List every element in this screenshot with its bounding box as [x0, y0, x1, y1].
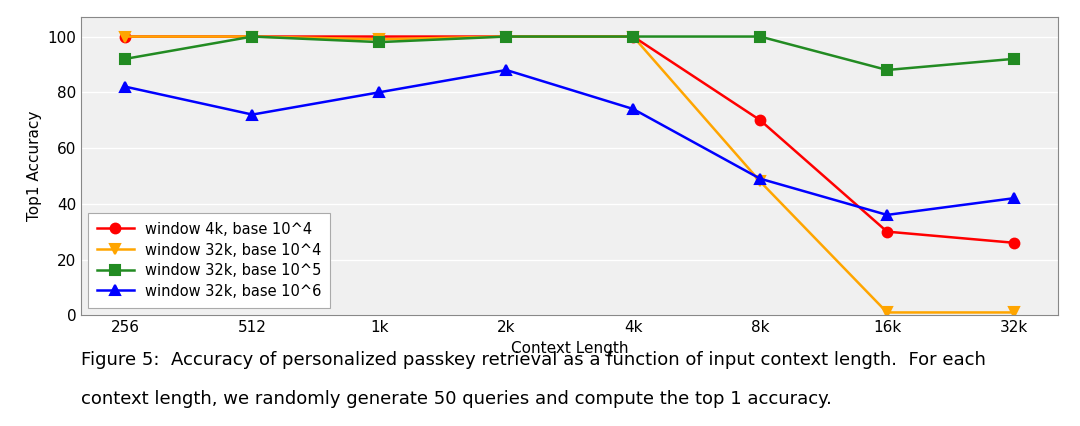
window 32k, base 10^4: [1008, 310, 1021, 315]
window 32k, base 10^5: [246, 34, 259, 39]
window 32k, base 10^5: [1008, 56, 1021, 61]
window 32k, base 10^5: [754, 34, 767, 39]
window 32k, base 10^6: [626, 106, 639, 112]
window 32k, base 10^5: [373, 40, 386, 45]
Text: Figure 5:  Accuracy of personalized passkey retrieval as a function of input con: Figure 5: Accuracy of personalized passk…: [81, 351, 986, 369]
window 32k, base 10^5: [626, 34, 639, 39]
window 32k, base 10^6: [246, 112, 259, 117]
Line: window 32k, base 10^5: window 32k, base 10^5: [121, 32, 1018, 75]
window 32k, base 10^6: [500, 67, 513, 72]
Text: context length, we randomly generate 50 queries and compute the top 1 accuracy.: context length, we randomly generate 50 …: [81, 390, 832, 408]
window 32k, base 10^4: [754, 179, 767, 184]
window 32k, base 10^6: [754, 176, 767, 181]
window 32k, base 10^4: [246, 34, 259, 39]
window 32k, base 10^6: [119, 84, 132, 89]
window 4k, base 10^4: [880, 229, 893, 234]
Line: window 32k, base 10^4: window 32k, base 10^4: [121, 32, 1018, 317]
window 32k, base 10^4: [119, 34, 132, 39]
window 4k, base 10^4: [754, 118, 767, 123]
window 32k, base 10^6: [880, 212, 893, 217]
Y-axis label: Top1 Accuracy: Top1 Accuracy: [27, 111, 42, 222]
window 32k, base 10^5: [880, 67, 893, 72]
window 4k, base 10^4: [626, 34, 639, 39]
X-axis label: Context Length: Context Length: [511, 341, 629, 356]
window 32k, base 10^4: [373, 37, 386, 42]
Legend: window 4k, base 10^4, window 32k, base 10^4, window 32k, base 10^5, window 32k, : window 4k, base 10^4, window 32k, base 1…: [89, 213, 330, 308]
window 4k, base 10^4: [1008, 240, 1021, 245]
window 32k, base 10^5: [500, 34, 513, 39]
Line: window 4k, base 10^4: window 4k, base 10^4: [121, 32, 1018, 248]
window 4k, base 10^4: [119, 34, 132, 39]
window 32k, base 10^5: [119, 56, 132, 61]
window 32k, base 10^4: [880, 310, 893, 315]
window 32k, base 10^4: [626, 34, 639, 39]
window 32k, base 10^4: [500, 34, 513, 39]
Line: window 32k, base 10^6: window 32k, base 10^6: [121, 65, 1018, 220]
window 32k, base 10^6: [1008, 196, 1021, 201]
window 32k, base 10^6: [373, 90, 386, 95]
